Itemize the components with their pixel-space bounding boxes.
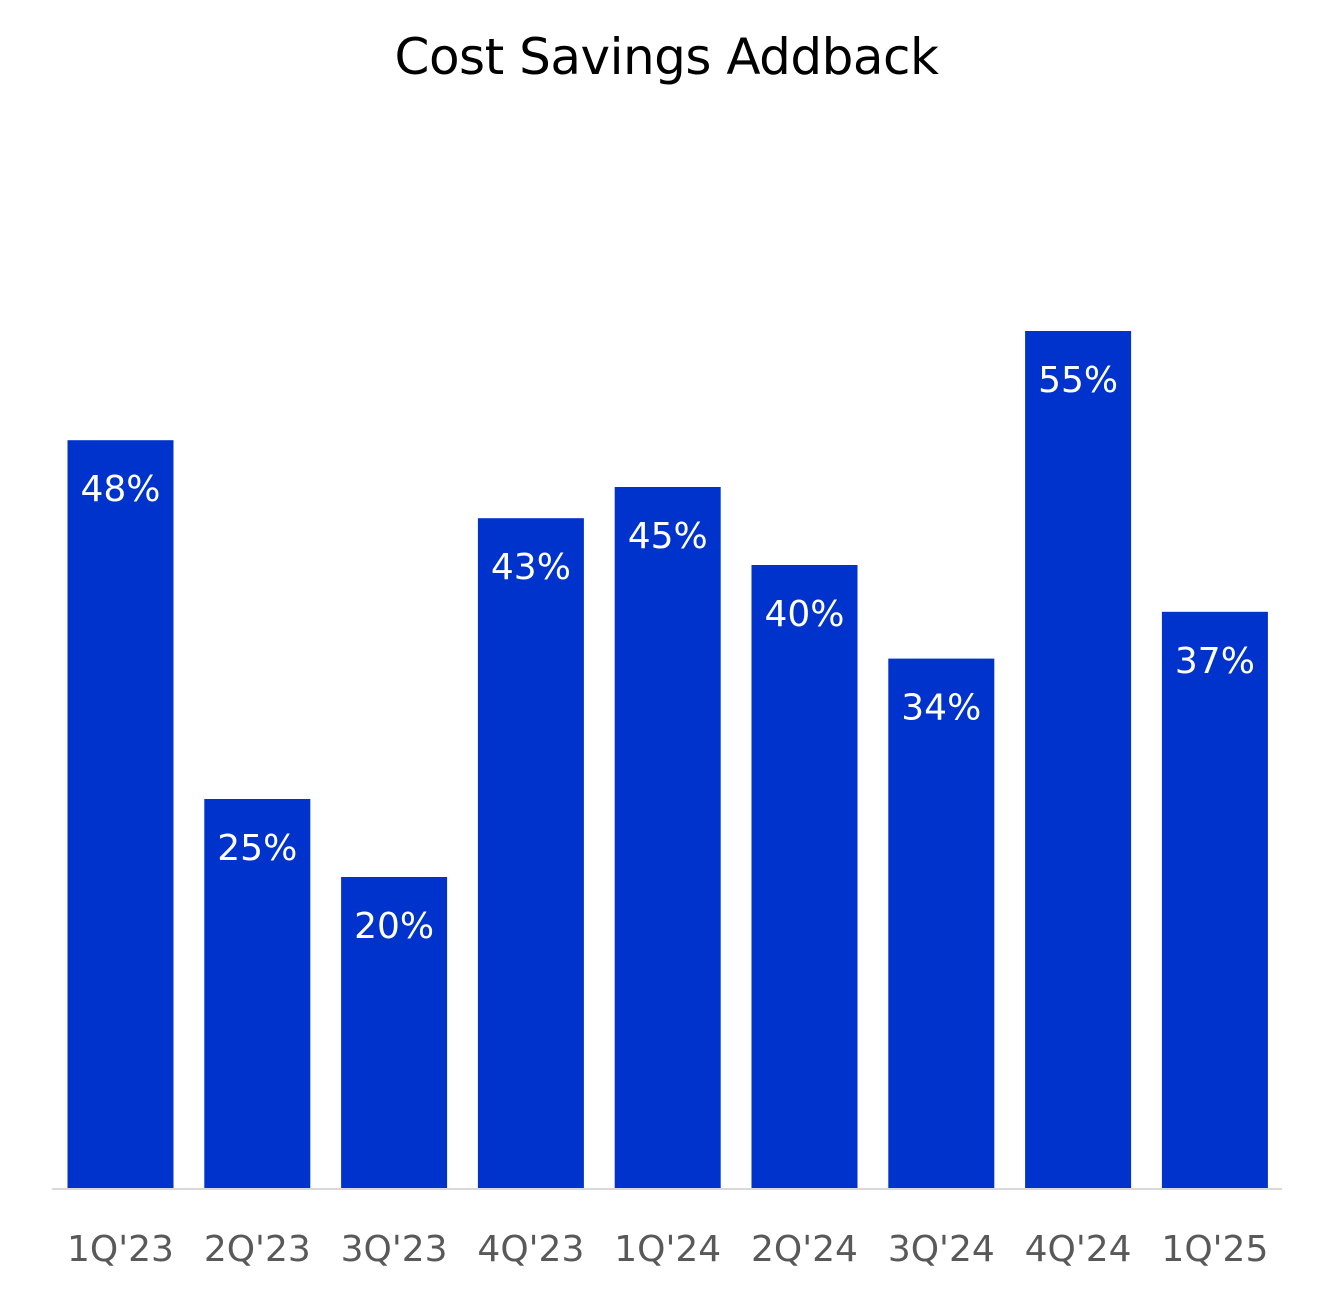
x-tick-label: 1Q'23 [67,1229,174,1270]
x-tick-label: 3Q'23 [341,1229,448,1270]
bars-group: 48% 25% 20% 43% 45% 40% 34% 55% 37% [67,331,1268,1189]
data-label: 55% [1038,360,1118,401]
bar-2Q23 [204,799,311,1189]
x-tick-label: 1Q'24 [614,1229,721,1270]
data-label: 20% [354,906,434,947]
data-label: 34% [901,688,981,729]
x-tick-label: 2Q'24 [751,1229,858,1270]
data-label: 43% [491,547,571,588]
x-tick-label: 1Q'25 [1161,1229,1268,1270]
x-tick-labels-group: 1Q'23 2Q'23 3Q'23 4Q'23 1Q'24 2Q'24 3Q'24 4Q'24… [67,1229,1268,1270]
data-label: 37% [1175,641,1255,682]
data-label: 48% [80,469,160,510]
x-tick-label: 2Q'23 [204,1229,311,1270]
x-tick-label: 4Q'23 [477,1229,584,1270]
x-tick-label: 3Q'24 [888,1229,995,1270]
data-label: 45% [628,516,708,557]
bar-4Q23 [477,518,584,1189]
bar-1Q25 [1161,611,1268,1189]
chart-title: Cost Savings Addback [394,28,939,86]
data-label: 40% [764,594,844,635]
bar-3Q23 [341,877,448,1189]
data-label: 25% [217,828,297,869]
x-tick-label: 4Q'24 [1025,1229,1132,1270]
bar-4Q24 [1025,331,1132,1189]
bar-2Q24 [751,565,858,1189]
bar-3Q24 [888,658,995,1189]
bar-1Q24 [614,487,721,1189]
bar-1Q23 [67,440,174,1189]
